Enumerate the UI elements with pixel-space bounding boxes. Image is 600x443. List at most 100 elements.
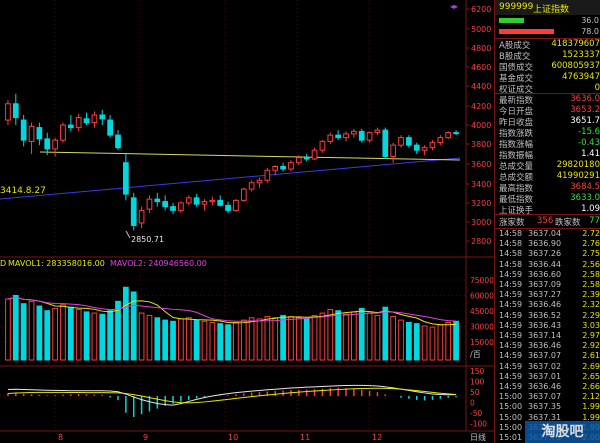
tick-time: 14:59 bbox=[499, 361, 523, 371]
stat-label: 今日开盘 bbox=[499, 107, 534, 117]
candlestick-series bbox=[5, 93, 459, 231]
candle-body bbox=[311, 149, 318, 160]
ratio-bar bbox=[499, 18, 525, 23]
macd-dea-line bbox=[7, 387, 457, 404]
tick-time: 14:59 bbox=[499, 290, 523, 300]
candle-body bbox=[154, 198, 161, 203]
candle-body bbox=[52, 139, 58, 150]
date-tick-label: 12 bbox=[372, 433, 382, 442]
candle-body bbox=[280, 165, 286, 170]
tick-time: 15:00 bbox=[499, 412, 523, 422]
candle-body bbox=[319, 140, 326, 151]
stat-value: -0.43 bbox=[578, 138, 600, 148]
candle-body bbox=[75, 117, 82, 129]
price-axis: 6200 5000 4800 4600 4400 4200 4000 3800 3600 3400… bbox=[466, 5, 491, 246]
volume-bar bbox=[413, 323, 420, 361]
candle-body bbox=[264, 169, 271, 181]
candle-body bbox=[429, 142, 436, 149]
kline-chart[interactable]: 6200 5000 4800 4600 4400 4200 4000 3800 3600 3400… bbox=[0, 0, 494, 443]
candle-body bbox=[225, 204, 231, 211]
candle-body bbox=[248, 182, 255, 190]
tick-price: 3637.26 bbox=[528, 249, 562, 259]
quote-sidebar: 999999 上证指数 36.0 78.0 A股成交 418379607 B股成交 15… bbox=[494, 0, 600, 443]
stat-row: 最新指数 3636.0 bbox=[495, 94, 600, 106]
candle-body bbox=[115, 134, 121, 149]
tick-row: 14:59 3636.52 2.29 bbox=[495, 311, 600, 322]
ratio-value: 78.0 bbox=[581, 27, 599, 36]
stat-value: 1523337 bbox=[562, 50, 600, 60]
candle-body bbox=[390, 144, 397, 157]
volume-bar bbox=[201, 320, 208, 361]
tick-price: 3636.52 bbox=[528, 310, 562, 320]
macd-tick-label: 150 bbox=[470, 367, 485, 376]
volume-bar bbox=[162, 319, 169, 361]
candle-body bbox=[351, 130, 357, 135]
tick-volume: 2.32 bbox=[582, 300, 600, 310]
candle-body bbox=[107, 119, 113, 136]
stat-value: 3633.0 bbox=[570, 193, 600, 203]
stat-value: 600805937 bbox=[551, 61, 600, 71]
candle-body bbox=[233, 199, 239, 211]
stat-value: 3653.2 bbox=[570, 105, 600, 115]
tick-price: 3637.07 bbox=[528, 351, 562, 361]
candle-body bbox=[20, 119, 27, 141]
stat-label: 最新指数 bbox=[499, 96, 534, 106]
candle-body bbox=[91, 114, 98, 124]
tick-row: 14:59 3637.02 2.69 bbox=[495, 362, 600, 373]
volume-bar bbox=[28, 300, 35, 361]
stat-row: 权证成交 0 bbox=[495, 83, 600, 95]
date-tick-label: 11 bbox=[300, 433, 310, 442]
volume-bar bbox=[288, 316, 294, 361]
tick-time: 14:59 bbox=[499, 310, 523, 320]
quote-header: 999999 上证指数 bbox=[495, 0, 600, 15]
price-tick-label: 4000 bbox=[471, 121, 491, 130]
candle-body bbox=[445, 132, 452, 139]
tick-volume: 2.56 bbox=[582, 259, 600, 269]
tick-volume: 3.03 bbox=[582, 320, 600, 330]
tick-row: 14:58 3636.44 2.56 bbox=[495, 260, 600, 271]
candle-body bbox=[36, 127, 43, 140]
tick-row: 14:59 3637.09 2.58 bbox=[495, 280, 600, 291]
tick-row: 14:58 3637.04 2.72 bbox=[495, 229, 600, 240]
stat-row: 总成交额 41990291 bbox=[495, 171, 600, 183]
volume-bar bbox=[445, 321, 452, 361]
macd-histogram bbox=[7, 387, 457, 417]
volume-tick-label: 45000 bbox=[470, 307, 494, 316]
stat-label: A股成交 bbox=[499, 41, 531, 51]
grid-lines bbox=[0, 0, 466, 431]
scroll-arrows-icon[interactable]: ◂▸ bbox=[450, 2, 458, 11]
tick-row: 14:59 3637.27 2.39 bbox=[495, 290, 600, 301]
advance-decline-row: 涨家数 356 跌家数 77 bbox=[495, 216, 600, 228]
tick-time: 14:59 bbox=[499, 280, 523, 289]
stat-label: 指数振幅 bbox=[499, 151, 534, 161]
stat-label: 指数涨幅 bbox=[499, 140, 534, 150]
volume-bar bbox=[248, 317, 255, 361]
candle-body bbox=[303, 157, 310, 160]
volume-bar bbox=[382, 306, 389, 361]
stat-value: 3651.7 bbox=[570, 116, 600, 126]
candle-body bbox=[5, 103, 11, 121]
stat-value: 3636.0 bbox=[570, 94, 600, 104]
ratio-value: 36.0 bbox=[581, 16, 599, 25]
stat-row: 昨日收盘 3651.7 bbox=[495, 116, 600, 128]
tick-volume: 2.76 bbox=[582, 239, 600, 249]
divider bbox=[495, 38, 600, 39]
tick-time: 14:59 bbox=[499, 341, 523, 351]
low-pointer bbox=[125, 230, 131, 239]
advance-count: 356 bbox=[537, 216, 554, 226]
volume-bar bbox=[429, 326, 436, 361]
candle-body bbox=[130, 197, 137, 226]
date-axis: 8 9 10 11 12 bbox=[58, 433, 382, 442]
volume-bar bbox=[138, 312, 145, 361]
tick-volume: 2.12 bbox=[582, 392, 600, 402]
stat-value: 4763947 bbox=[562, 72, 600, 82]
tick-price: 3637.07 bbox=[528, 392, 562, 402]
tick-volume: 2.97 bbox=[582, 331, 600, 340]
candle-body bbox=[170, 206, 176, 211]
price-tick-label: 4600 bbox=[471, 63, 491, 72]
candle-body bbox=[193, 197, 200, 205]
stat-label: 国债成交 bbox=[499, 63, 534, 73]
tick-time: 14:58 bbox=[499, 239, 523, 249]
candle-body bbox=[185, 197, 192, 204]
price-tick-label: 3600 bbox=[471, 160, 491, 169]
